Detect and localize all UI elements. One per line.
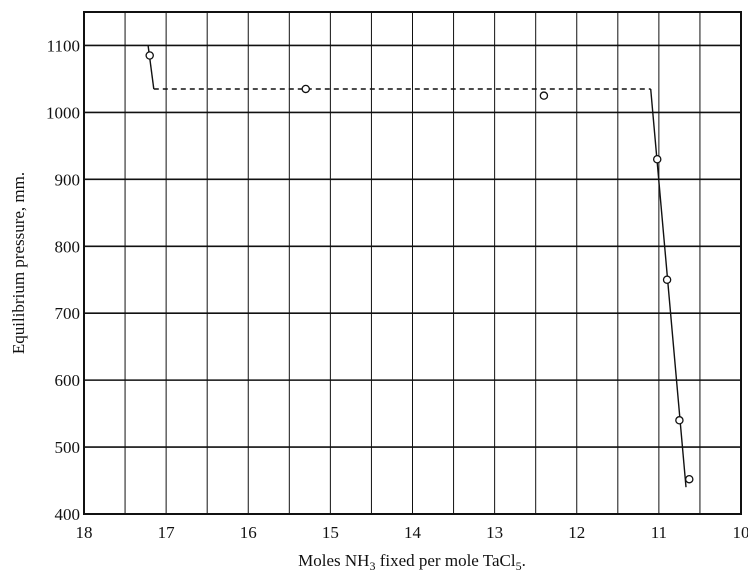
data-point [685, 474, 694, 484]
y-tick-label: 400 [55, 505, 81, 524]
data-point [301, 84, 310, 94]
y-tick-label: 500 [55, 438, 81, 457]
data-point [675, 416, 684, 425]
y-axis-ticks: 400 500 600 700 800 900 1000 1100 [46, 36, 80, 524]
x-tick-label: 17 [158, 523, 176, 542]
y-tick-label: 1100 [47, 36, 80, 55]
y-tick-label: 800 [55, 237, 81, 256]
x-tick-label: 13 [486, 523, 503, 542]
data-point [652, 155, 662, 164]
x-tick-label: 16 [240, 523, 257, 542]
y-axis-title: Equilibrium pressure, mm. [9, 172, 28, 354]
y-tick-label: 600 [55, 371, 81, 390]
x-tick-label: 14 [404, 523, 422, 542]
x-tick-label: 12 [568, 523, 585, 542]
plot-frame [83, 11, 742, 515]
x-tick-label: 10 [733, 523, 748, 542]
y-tick-label: 700 [55, 304, 81, 323]
x-axis-ticks: 18 17 16 15 14 13 12 11 10 [76, 523, 748, 542]
fit-line-solid [650, 88, 687, 488]
data-point [145, 51, 154, 60]
grid [84, 12, 741, 514]
data-point [662, 275, 672, 284]
x-tick-label: 15 [322, 523, 339, 542]
x-tick-label: 11 [651, 523, 667, 542]
y-tick-label: 1000 [46, 103, 80, 122]
y-tick-label: 900 [55, 170, 81, 189]
data-points [145, 51, 694, 484]
data-point [539, 91, 549, 100]
x-axis-title: Moles NH3 fixed per mole TaCl5. [298, 551, 526, 573]
x-tick-label: 18 [76, 523, 93, 542]
